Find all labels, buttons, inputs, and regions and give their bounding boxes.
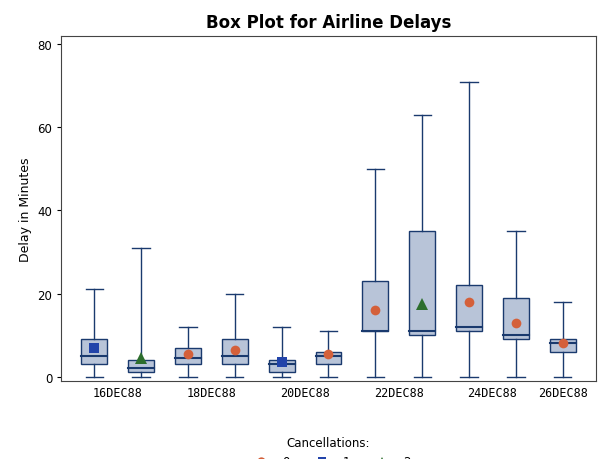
Bar [456, 285, 482, 331]
Bar [81, 340, 107, 364]
Bar [503, 298, 529, 340]
Bar [410, 232, 435, 336]
Title: Box Plot for Airline Delays: Box Plot for Airline Delays [206, 14, 451, 33]
Bar [128, 360, 154, 373]
Y-axis label: Delay in Minutes: Delay in Minutes [19, 157, 32, 261]
Bar [316, 352, 341, 364]
Bar [550, 340, 576, 352]
Bar [222, 340, 247, 364]
Bar [362, 281, 388, 331]
Bar [175, 348, 201, 364]
Bar [269, 360, 295, 373]
Legend: 0, 1, 2: 0, 1, 2 [242, 431, 415, 459]
